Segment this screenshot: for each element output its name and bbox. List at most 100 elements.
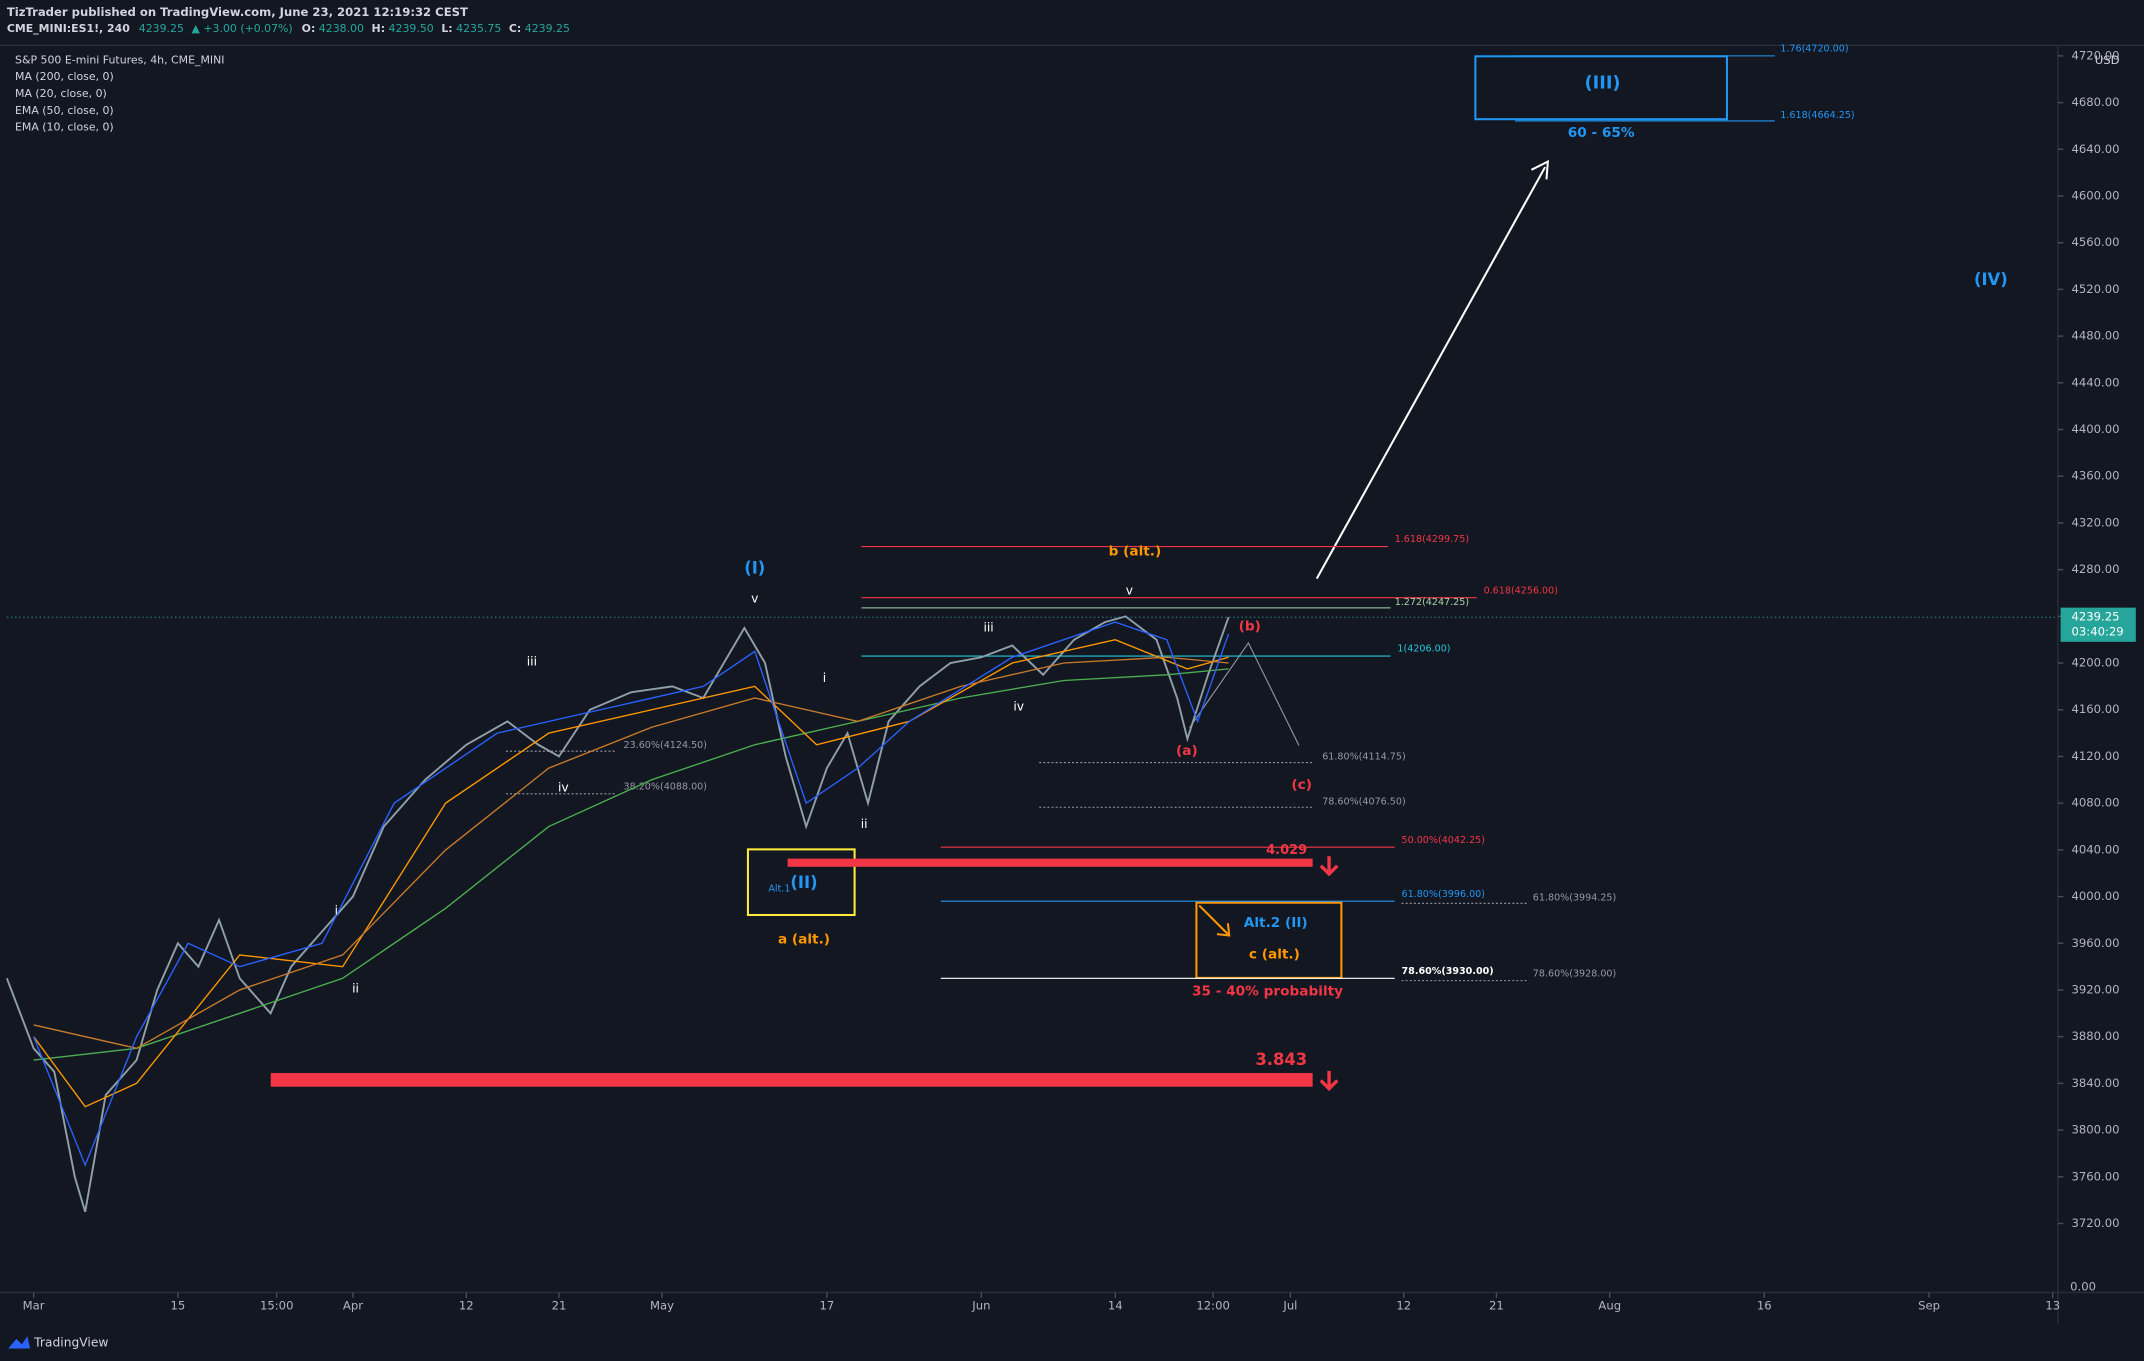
- alt-arrow: [1198, 904, 1229, 935]
- x-tick-label: Aug: [1598, 1299, 1621, 1313]
- y-tick-label: 4120.00: [2072, 749, 2120, 763]
- low-label: L:: [441, 22, 452, 35]
- x-tick-label: 15: [170, 1299, 185, 1313]
- x-tick-label: Jul: [1282, 1299, 1297, 1313]
- fib-label: 1.76(4720.00): [1780, 44, 1848, 55]
- fib-label: 78.60%(4076.50): [1322, 796, 1405, 807]
- legend-entry: EMA (10, close, 0): [15, 121, 114, 134]
- high: 4239.50: [389, 22, 434, 35]
- fib-label: 23.60%(4124.50): [624, 740, 707, 751]
- y-tick-label: 4360.00: [2072, 469, 2120, 483]
- brand-logo: [8, 1336, 31, 1349]
- fib-label: 61.80%(4114.75): [1322, 752, 1405, 763]
- wave-label: c (alt.): [1249, 947, 1300, 963]
- indicator-line: [33, 668, 1229, 1061]
- x-tick-label: Mar: [23, 1299, 45, 1313]
- fib-label: 78.60%(3930.00): [1402, 966, 1494, 977]
- footer-bg: [0, 1323, 2144, 1361]
- price-line: [5, 615, 1230, 1213]
- y-tick-label: 4600.00: [2072, 188, 2120, 202]
- open-label: O:: [302, 22, 316, 35]
- wave-label: v: [751, 592, 758, 606]
- path-projection: [1189, 641, 1300, 746]
- y-tick-label: 4280.00: [2072, 562, 2120, 576]
- y-tick-label: 4440.00: [2072, 375, 2120, 389]
- countdown: 03:40:29: [2072, 625, 2124, 639]
- down-arrows: [1319, 856, 1339, 1092]
- low: 4235.75: [456, 22, 501, 35]
- y-tick-label: 3920.00: [2072, 982, 2120, 996]
- y-tick-label: 4320.00: [2072, 515, 2120, 529]
- x-tick-label: 12:00: [1196, 1299, 1229, 1313]
- wave-label: ii: [861, 817, 868, 831]
- y-tick-label: 4520.00: [2072, 282, 2120, 296]
- y-tick-label: 4000.00: [2072, 889, 2120, 903]
- x-tick-label: 12: [1396, 1299, 1411, 1313]
- wave-label: (a): [1176, 743, 1198, 759]
- wave-label: (b): [1239, 618, 1261, 634]
- header-row: CME_MINI:ES1!, 240 4239.25 ▲ +3.00 (+0.0…: [7, 22, 570, 35]
- target-arrow: [1315, 166, 1546, 580]
- x-tick-label: Jun: [971, 1299, 990, 1313]
- alt-arrow-head: [1216, 923, 1231, 937]
- wave-label: 35 - 40% probabilty: [1192, 984, 1343, 1000]
- fib-label: 61.80%(3994.25): [1533, 892, 1616, 903]
- x-tick-label: Apr: [343, 1299, 363, 1313]
- y-tick-label: 4680.00: [2072, 95, 2120, 109]
- wave-label: (c): [1291, 777, 1312, 793]
- wave-label: Alt.2 (II): [1244, 915, 1308, 931]
- legend-entry: MA (20, close, 0): [15, 87, 107, 100]
- y-tick-label: 4080.00: [2072, 796, 2120, 810]
- target-arrow-head: [1530, 159, 1549, 180]
- wave-label: 60 - 65%: [1568, 125, 1635, 141]
- wave-label: iii: [527, 655, 537, 669]
- down-arrow-head: [1319, 864, 1339, 877]
- plot-area: 1.76(4720.00) 1.618(4664.25) 1.618(4299.75…: [5, 44, 2058, 1213]
- x-tick-label: 12: [459, 1299, 474, 1313]
- y-tick-label: 3800.00: [2072, 1123, 2120, 1137]
- wave-label: (IV): [1974, 270, 2008, 289]
- wave-label: ii: [352, 981, 359, 995]
- indicator-line: [33, 656, 1229, 1050]
- fib-label: 38.20%(4088.00): [624, 781, 707, 792]
- x-tick-label: 14: [1108, 1299, 1123, 1313]
- last-price-tag: [2060, 607, 2136, 642]
- legend-entry: MA (200, close, 0): [15, 70, 114, 83]
- wave-label: i: [335, 903, 338, 917]
- x-tick-label: 21: [1489, 1299, 1504, 1313]
- y-tick-label: 3720.00: [2072, 1216, 2120, 1230]
- support-label: 4.029: [1266, 843, 1307, 858]
- change: ▲ +3.00 (+0.07%): [192, 22, 293, 35]
- y-tick-label: 4480.00: [2072, 329, 2120, 343]
- x-tick-label: 13: [2045, 1299, 2060, 1313]
- fib-label: 1.618(4664.25): [1780, 110, 1854, 121]
- indicator-line: [33, 621, 1230, 1167]
- last: 4239.25: [139, 22, 184, 35]
- alt1-box: [746, 848, 856, 917]
- y-tick-label: 4560.00: [2072, 235, 2120, 249]
- y-tick-label: 4160.00: [2072, 702, 2120, 716]
- wave-label: v: [1126, 583, 1133, 597]
- wave-label: a (alt.): [778, 932, 830, 948]
- brand: TradingView: [33, 1335, 108, 1349]
- y-tick-label: 4640.00: [2072, 142, 2120, 156]
- fib-label: 1.272(4247.25): [1395, 597, 1469, 608]
- wave-label: Alt.1: [768, 884, 790, 895]
- down-arrow-head: [1319, 1079, 1339, 1092]
- symbol: CME_MINI:ES1!, 240: [7, 22, 130, 35]
- x-tick-label: May: [650, 1299, 674, 1313]
- y-tick-label: 4400.00: [2072, 422, 2120, 436]
- y-tick-label: 3840.00: [2072, 1076, 2120, 1090]
- wave-label: iv: [558, 780, 569, 794]
- x-tick-label: 15:00: [260, 1299, 293, 1313]
- y-tick-label: 4200.00: [2072, 656, 2120, 670]
- y-tick-label: 3760.00: [2072, 1169, 2120, 1183]
- publisher: TizTrader published on TradingView.com, …: [7, 5, 468, 19]
- open: 4238.00: [319, 22, 364, 35]
- x-tick-label: Sep: [1918, 1299, 1940, 1313]
- wave-label: i: [823, 671, 826, 685]
- x-tick-label: 16: [1757, 1299, 1772, 1313]
- fib-label: 1(4206.00): [1397, 644, 1450, 655]
